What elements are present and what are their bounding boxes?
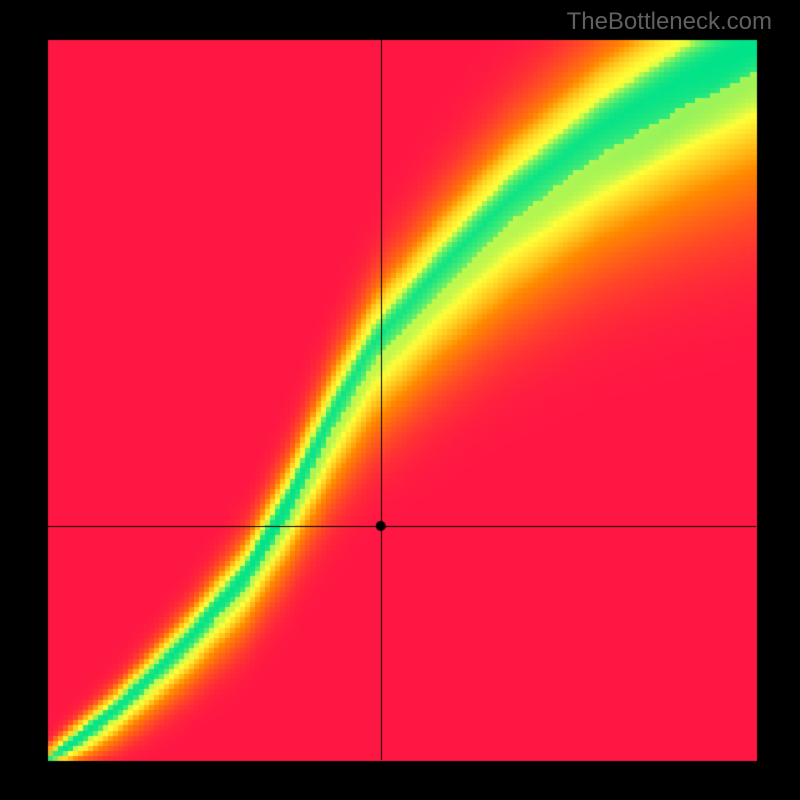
watermark-text: TheBottleneck.com: [567, 8, 772, 36]
bottleneck-heatmap: [0, 0, 800, 800]
chart-container: { "watermark": { "text": "TheBottleneck.…: [0, 0, 800, 800]
